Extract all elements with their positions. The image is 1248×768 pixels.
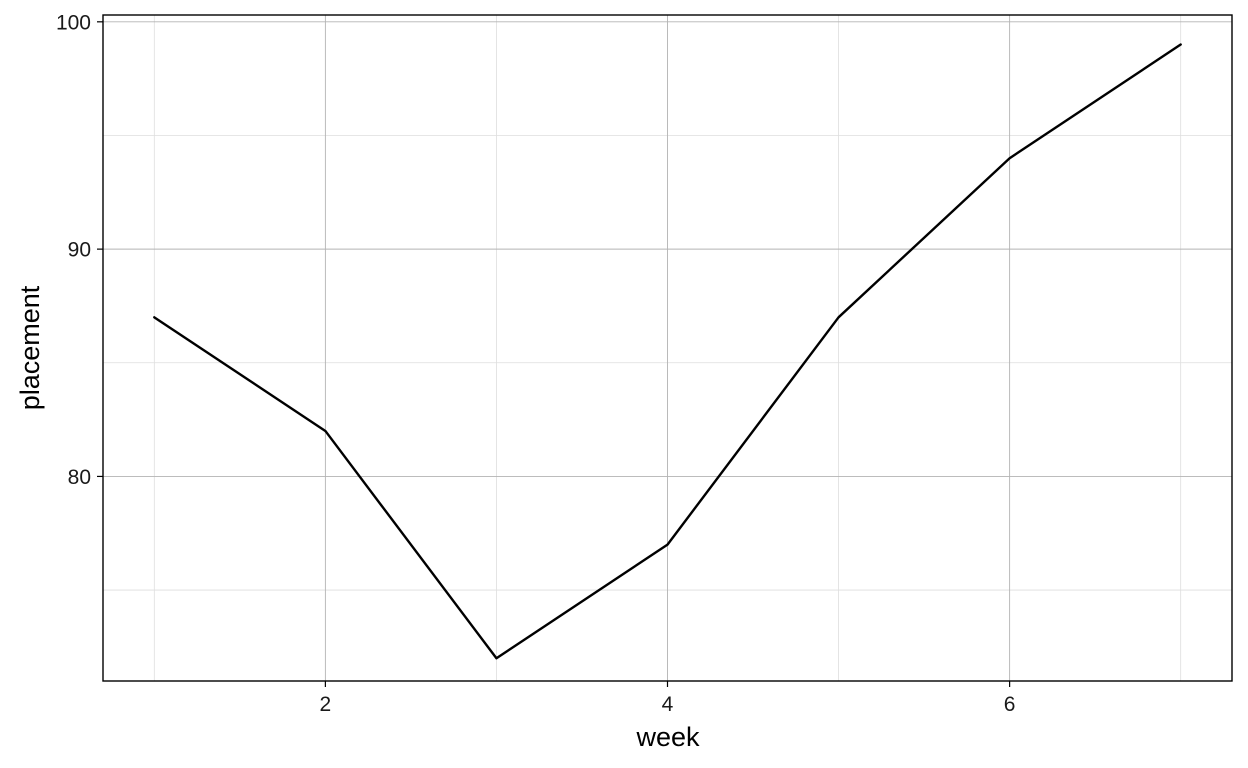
- tick-labels: 2 4 6 80 90 100: [56, 11, 1016, 716]
- y-axis-title: placement: [15, 285, 45, 410]
- x-tick-label: 4: [662, 693, 674, 716]
- x-axis-title: week: [635, 722, 700, 752]
- y-tick-label: 90: [68, 239, 91, 262]
- y-tick-label: 80: [68, 466, 91, 489]
- x-tick-label: 2: [320, 693, 332, 716]
- grid-lines: [103, 15, 1232, 681]
- tick-marks: [97, 21, 1011, 687]
- y-tick-label: 100: [56, 11, 91, 34]
- x-tick-label: 6: [1004, 693, 1016, 716]
- series-line: [153, 43, 1182, 660]
- series-layer: [153, 43, 1182, 660]
